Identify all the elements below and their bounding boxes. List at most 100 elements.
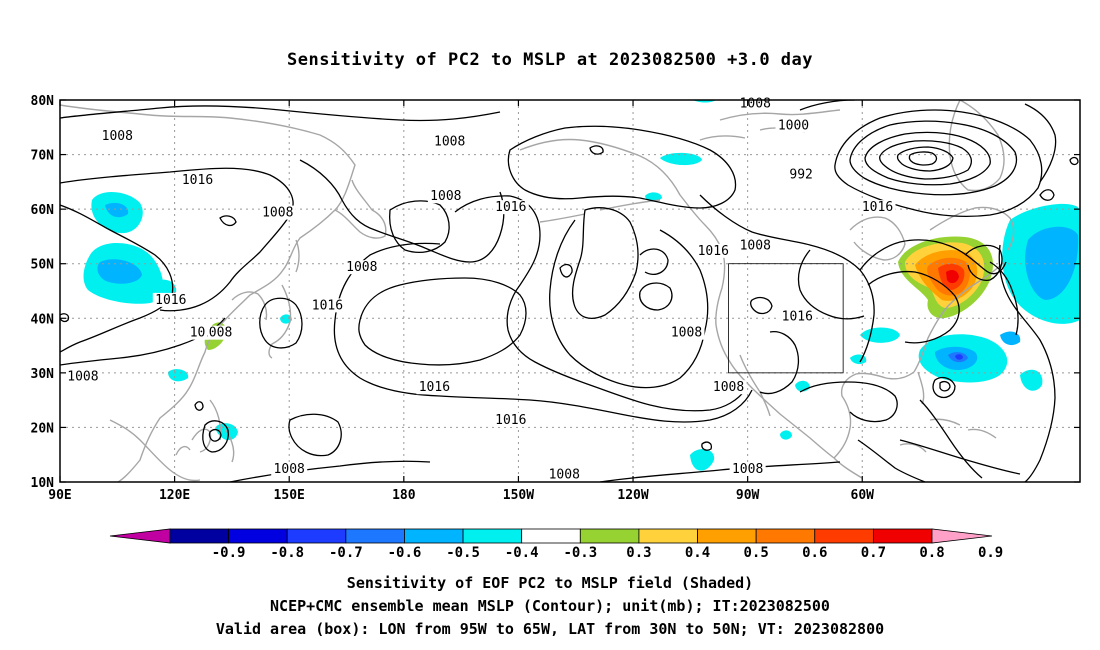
shade-alaska-a bbox=[660, 152, 702, 166]
colorbar-segment bbox=[462, 528, 523, 544]
contour-label-bg bbox=[737, 238, 774, 253]
colorbar-label: -0.3 bbox=[563, 545, 597, 561]
colorbar-segment bbox=[579, 528, 640, 544]
colorbar-segment bbox=[286, 528, 347, 544]
coast-kamchatka bbox=[334, 179, 387, 239]
caption-line-2: NCEP+CMC ensemble mean MSLP (Contour); u… bbox=[270, 597, 830, 615]
contour-label-bg bbox=[492, 412, 529, 427]
contour-path bbox=[599, 461, 841, 482]
shade-pacific-c bbox=[690, 448, 715, 471]
contour-path bbox=[1039, 189, 1055, 201]
contour-label-bg bbox=[729, 462, 766, 477]
contour-label: 1008 bbox=[740, 96, 771, 111]
contour-path bbox=[879, 140, 973, 180]
contour-path bbox=[60, 105, 501, 122]
coast-gulf-mexico bbox=[833, 371, 915, 459]
contour-path bbox=[639, 282, 673, 311]
coast-caribbean bbox=[899, 418, 997, 453]
contour-label-bg bbox=[779, 309, 816, 324]
contour-path bbox=[60, 313, 70, 323]
contour-label: 1016 bbox=[782, 309, 813, 324]
contour-path bbox=[964, 244, 1003, 281]
coast-east-us bbox=[913, 261, 1005, 373]
contour-path bbox=[998, 244, 1056, 482]
contour-label-bg bbox=[546, 467, 583, 482]
shade-asia-north-inner bbox=[105, 202, 129, 218]
contour-label-bg bbox=[431, 134, 468, 149]
contour-label: 1016 bbox=[862, 200, 893, 215]
contour-path bbox=[799, 381, 898, 423]
contour-path bbox=[797, 249, 865, 320]
colorbar-segment bbox=[755, 528, 816, 544]
contour-label: 1008 bbox=[201, 326, 232, 341]
contour-path bbox=[589, 145, 604, 155]
contour-labels: 1008101610081008101610161008100810100810… bbox=[64, 96, 896, 483]
contour-path bbox=[60, 167, 294, 312]
shade-china-cyan bbox=[168, 369, 189, 382]
contour-path bbox=[908, 151, 938, 166]
lat-label: 30N bbox=[31, 367, 55, 382]
contour-label-bg bbox=[152, 292, 189, 307]
colorbar-segment bbox=[638, 528, 698, 544]
contour-path bbox=[333, 319, 753, 423]
lon-label: 150E bbox=[274, 488, 305, 503]
contour-label-bg bbox=[187, 325, 208, 340]
colorbar-segment bbox=[872, 528, 933, 544]
lat-label: 40N bbox=[31, 312, 55, 327]
contour-label-bg bbox=[787, 167, 816, 182]
contour-path bbox=[334, 242, 441, 321]
contour-path bbox=[699, 194, 875, 363]
colorbar-label: -0.4 bbox=[505, 545, 539, 561]
colorbar-label: 0.8 bbox=[919, 545, 944, 561]
contour-path bbox=[389, 200, 450, 253]
colorbar-label: 0.5 bbox=[744, 545, 769, 561]
contour-path bbox=[899, 439, 1021, 475]
contour-path bbox=[1069, 156, 1079, 166]
shade-box-a bbox=[860, 327, 900, 343]
coast-aleutians bbox=[539, 199, 661, 223]
coast-asia bbox=[60, 104, 356, 482]
lon-label: 120W bbox=[617, 488, 648, 503]
colorbar-label: 0.7 bbox=[861, 545, 886, 561]
contour-label: 1008 bbox=[102, 129, 133, 144]
contour-label: 1016 bbox=[495, 413, 526, 428]
lat-label: 10N bbox=[31, 476, 55, 491]
contour-label: 1016 bbox=[698, 244, 729, 259]
contour-label-bg bbox=[668, 325, 705, 340]
contour-label-bg bbox=[99, 129, 136, 144]
contour-label-bg bbox=[710, 380, 747, 395]
contour-label: 992 bbox=[789, 167, 812, 182]
colorbar-segment bbox=[814, 528, 874, 544]
contour-label: 10 bbox=[190, 326, 206, 341]
chart-title: Sensitivity of PC2 to MSLP at 2023082500… bbox=[286, 50, 813, 70]
axes: 90E 120E 150E 180 150W 120W 90W 60W 80N 70N 60N 50N… bbox=[31, 94, 1080, 503]
coast-florida bbox=[917, 371, 925, 405]
contour-path bbox=[834, 109, 1043, 218]
colorbar-label: 0.9 bbox=[978, 545, 1003, 561]
contour-label-bg bbox=[427, 189, 464, 204]
contour-label-bg bbox=[179, 172, 216, 187]
lat-label: 20N bbox=[31, 421, 55, 436]
contour-label-bg bbox=[198, 325, 235, 340]
coast-central-america bbox=[833, 457, 863, 479]
lat-label: 60N bbox=[31, 203, 55, 218]
contour-label: 1016 bbox=[155, 293, 186, 308]
colorbar-segment bbox=[521, 528, 581, 544]
colorbar-label: -0.9 bbox=[212, 545, 246, 561]
contour-label-bg bbox=[259, 205, 296, 220]
coast-canada-north bbox=[699, 109, 841, 141]
contour-label: 1008 bbox=[671, 326, 702, 341]
contour-path bbox=[219, 215, 237, 227]
lon-label: 90W bbox=[736, 488, 760, 503]
contour-path bbox=[559, 263, 573, 278]
colorbar: -0.9 -0.8 -0.7 -0.6 -0.5 -0.4 -0.3 0.3 0.4 0.5 0.6… bbox=[109, 528, 1003, 561]
contour-path bbox=[288, 413, 342, 457]
colorbar-label: -0.6 bbox=[388, 545, 422, 561]
contour-path bbox=[202, 420, 229, 453]
colorbar-label: -0.5 bbox=[446, 545, 480, 561]
contour-path bbox=[358, 277, 527, 366]
contour-path bbox=[932, 376, 956, 399]
contour-path bbox=[299, 159, 505, 263]
contour-path bbox=[919, 399, 983, 479]
contour-label: 1008 bbox=[262, 206, 293, 221]
